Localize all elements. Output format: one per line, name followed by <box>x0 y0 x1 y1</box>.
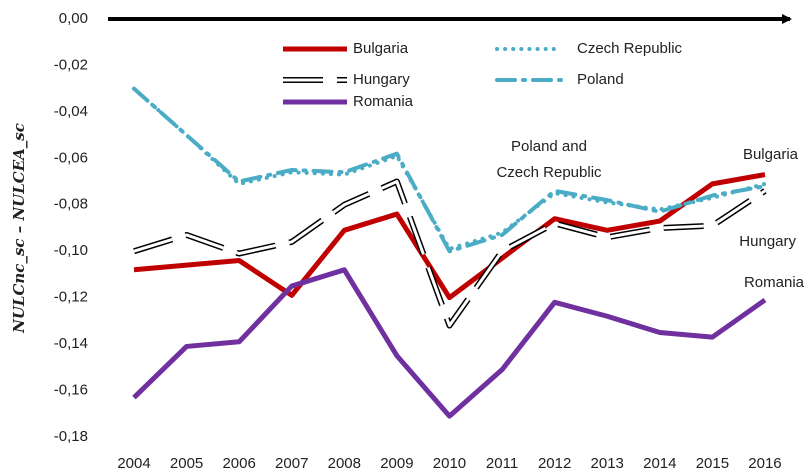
x-tick-label: 2013 <box>591 455 624 472</box>
x-tick-label: 2016 <box>748 455 781 472</box>
y-tick-label: -0,04 <box>54 103 88 120</box>
y-tick-label: -0,16 <box>54 382 88 399</box>
legend-label: Bulgaria <box>353 40 409 57</box>
series-line <box>132 86 767 254</box>
x-tick-label: 2004 <box>117 455 150 472</box>
legend-label: Poland <box>577 71 624 88</box>
y-tick-label: -0,02 <box>54 56 88 73</box>
annotation: Poland and <box>511 138 587 155</box>
y-tick-label: -0,06 <box>54 149 88 166</box>
legend-label: Hungary <box>353 71 410 88</box>
x-tick-label: 2012 <box>538 455 571 472</box>
series-line <box>133 178 767 329</box>
x-tick-label: 2007 <box>275 455 308 472</box>
x-tick-label: 2008 <box>328 455 361 472</box>
y-tick-label: -0,08 <box>54 196 88 213</box>
series-line <box>132 86 767 251</box>
x-tick-label: 2011 <box>486 455 518 472</box>
x-tick-label: 2009 <box>380 455 413 472</box>
series-line <box>133 172 766 301</box>
y-tick-label: -0,10 <box>54 242 88 259</box>
x-tick-label: 2005 <box>170 455 203 472</box>
legend-label: Romania <box>353 93 414 110</box>
annotation: Czech Republic <box>496 164 602 181</box>
y-tick-label: -0,14 <box>54 335 88 352</box>
legend-label: Czech Republic <box>577 40 683 57</box>
y-tick-label: -0,18 <box>54 428 88 445</box>
y-tick-label: -0,12 <box>54 289 88 306</box>
series-line <box>132 267 767 419</box>
y-tick-label: 0,00 <box>59 10 88 27</box>
y-axis-title: NULCnc_sc – NULCEA_sc <box>10 123 28 334</box>
annotation: Romania <box>744 274 804 291</box>
annotation: Bulgaria <box>743 146 799 163</box>
series-line-inner <box>133 180 766 328</box>
x-tick-label: 2010 <box>433 455 466 472</box>
x-tick-label: 2015 <box>696 455 729 472</box>
annotation: Hungary <box>739 233 796 250</box>
x-tick-label: 2014 <box>643 455 676 472</box>
x-tick-label: 2006 <box>222 455 255 472</box>
